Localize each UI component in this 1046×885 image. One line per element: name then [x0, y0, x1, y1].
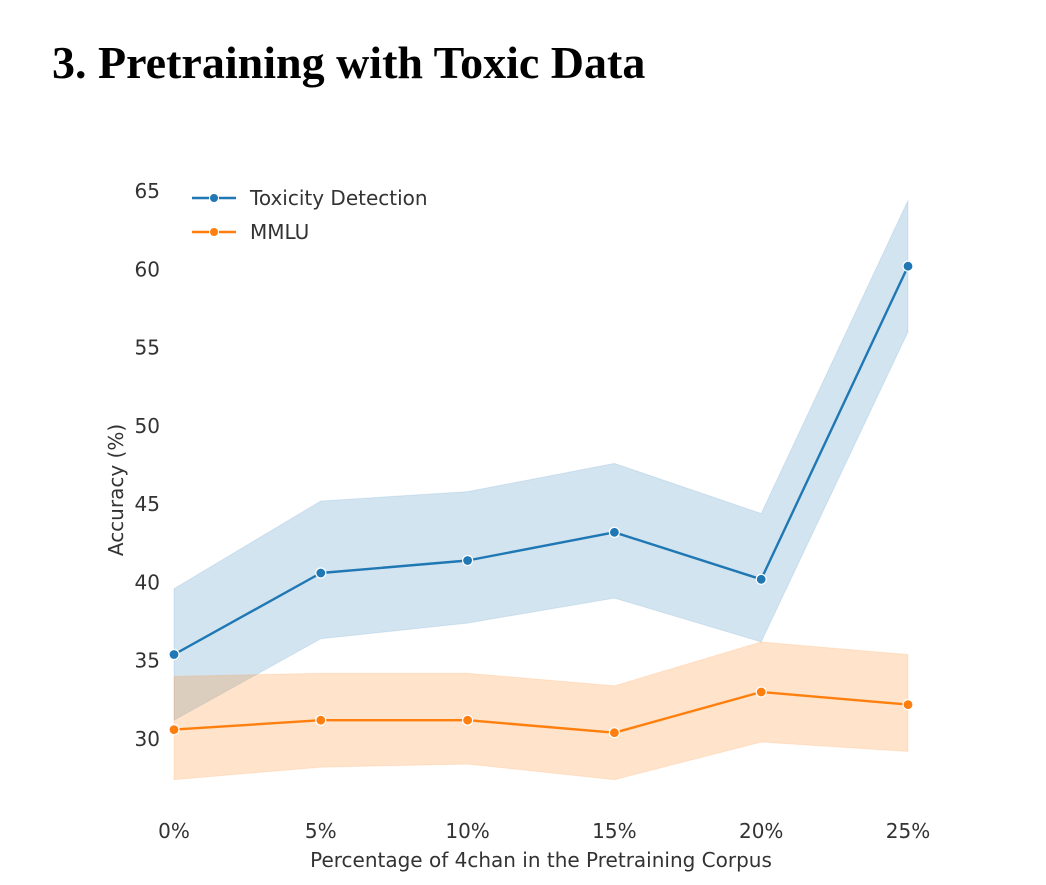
legend-label: Toxicity Detection: [249, 186, 428, 210]
y-axis-ticks: 30 35 40 45 50 55 60 65: [135, 179, 160, 751]
confidence-band-toxicity-detection: [173, 200, 909, 722]
y-tick-label: 45: [135, 492, 160, 516]
y-tick-label: 55: [135, 336, 160, 360]
legend-marker: [209, 193, 219, 203]
legend: Toxicity Detection MMLU: [192, 186, 428, 244]
y-tick-label: 50: [135, 414, 160, 438]
data-point-toxicity-detection: [462, 554, 474, 567]
y-tick-label: 60: [135, 257, 160, 281]
data-point-mmlu: [168, 723, 180, 736]
y-tick-label: 65: [135, 179, 160, 203]
section-heading: 3. Pretraining with Toxic Data: [52, 37, 646, 88]
x-tick-label: 10%: [445, 819, 489, 843]
series-points: [168, 260, 914, 739]
series-line-mmlu: [173, 690, 909, 734]
x-tick-label: 25%: [886, 819, 930, 843]
x-tick-label: 15%: [592, 819, 636, 843]
confidence-band-mmlu: [173, 641, 909, 781]
data-point-mmlu: [755, 686, 767, 698]
x-axis-label: Percentage of 4chan in the Pretraining C…: [310, 848, 772, 872]
data-point-toxicity-detection: [902, 260, 914, 272]
y-tick-label: 40: [135, 570, 160, 594]
y-tick-label: 30: [135, 727, 160, 751]
x-axis-ticks: 0% 5% 10% 15% 20% 25%: [158, 819, 930, 843]
legend-marker: [209, 227, 219, 237]
y-axis-label: Accuracy (%): [104, 424, 128, 556]
x-tick-label: 0%: [158, 819, 190, 843]
series-line-toxicity-detection: [173, 265, 910, 656]
data-point-mmlu: [608, 727, 621, 739]
x-tick-label: 20%: [739, 819, 783, 843]
series-lines: [173, 265, 910, 734]
data-point-mmlu: [462, 714, 474, 726]
confidence-bands: [173, 200, 909, 781]
x-tick-label: 5%: [305, 819, 337, 843]
y-tick-label: 35: [135, 649, 160, 673]
data-point-toxicity-detection: [755, 573, 767, 585]
legend-label: MMLU: [250, 220, 309, 244]
data-point-toxicity-detection: [315, 567, 327, 579]
data-point-toxicity-detection: [168, 648, 180, 661]
data-point-mmlu: [902, 698, 914, 711]
data-point-mmlu: [315, 714, 327, 726]
data-point-toxicity-detection: [608, 526, 621, 538]
